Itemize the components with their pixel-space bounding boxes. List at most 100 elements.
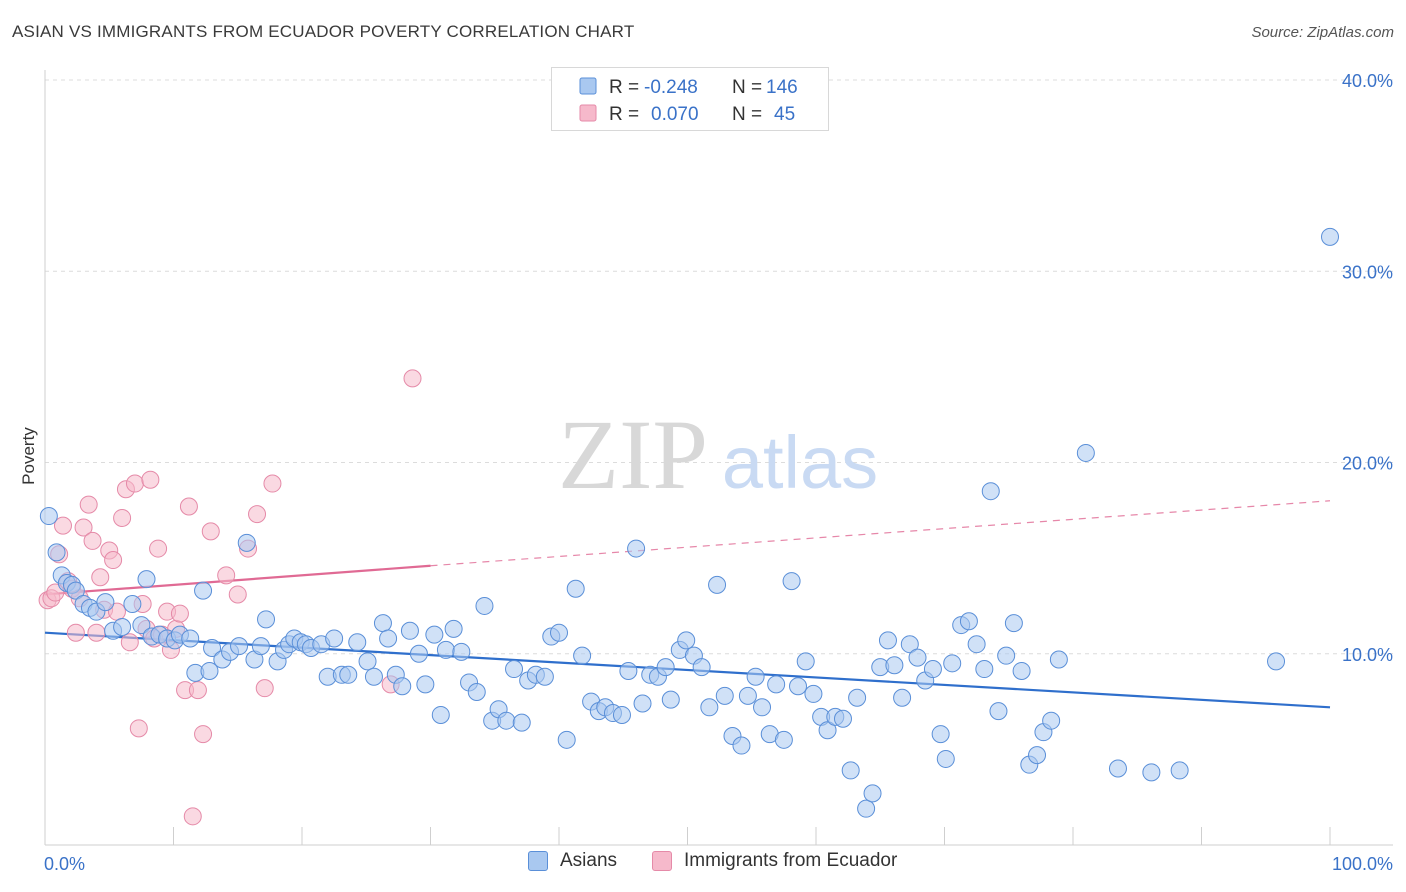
ecuador-trend-line: [44, 564, 431, 596]
legend-ecuador-swatch: [579, 104, 597, 122]
ecuador-point: [125, 474, 144, 493]
y-axis-label: Poverty: [19, 427, 38, 485]
y-tick-label: 20.0%: [1342, 454, 1393, 474]
ecuador-point: [201, 522, 220, 541]
asian-point: [1142, 763, 1161, 782]
asian-point: [566, 579, 585, 598]
asian-point: [137, 570, 156, 589]
asian-point: [833, 709, 852, 728]
asian-point: [535, 667, 554, 686]
asian-point: [123, 595, 142, 614]
ecuador-point: [149, 539, 168, 558]
asian-point: [656, 658, 675, 677]
trend-lines: [44, 500, 1331, 709]
ecuador-point: [91, 568, 110, 587]
asian-point: [893, 688, 912, 707]
correlation-legend: R = -0.248 N = 146 R = 0.070 N = 45: [551, 67, 829, 131]
ecuador-point: [228, 585, 247, 604]
ecuador-trend-extension: [430, 500, 1331, 567]
asian-point: [1076, 443, 1095, 462]
asian-point: [1170, 761, 1189, 780]
legend-ecuador-label: Immigrants from Ecuador: [684, 850, 898, 871]
ecuador-points: [38, 369, 422, 826]
asian-point: [804, 684, 823, 703]
asian-point: [251, 637, 270, 656]
asian-point: [409, 644, 428, 663]
asian-point: [393, 677, 412, 696]
asian-point: [1049, 650, 1068, 669]
tick-labels: 10.0% 20.0% 30.0% 40.0% 0.0% 100.0%: [44, 71, 1393, 874]
asian-point: [47, 543, 66, 562]
asian-point: [203, 639, 222, 658]
asian-point: [379, 629, 398, 648]
asian-point: [989, 702, 1008, 721]
asian-point: [767, 675, 786, 694]
legend-item-ecuador: Immigrants from Ecuador: [652, 850, 897, 872]
asian-point: [981, 482, 1000, 501]
asian-points: [39, 227, 1339, 818]
asian-point: [1321, 227, 1339, 246]
asian-point: [997, 646, 1016, 665]
asian-point: [661, 690, 680, 709]
ecuador-point: [194, 725, 213, 744]
asian-point: [200, 661, 219, 680]
asian-point: [237, 533, 256, 552]
ecuador-point: [66, 623, 85, 642]
asian-point: [677, 631, 696, 650]
ecuador-point: [113, 508, 132, 527]
asian-point: [467, 683, 486, 701]
svg-text:R =: R =: [609, 77, 639, 98]
asian-point: [753, 698, 772, 717]
series-legend: Asians Immigrants from Ecuador: [0, 850, 1406, 880]
asian-point: [857, 799, 876, 818]
asians-swatch: [528, 851, 548, 871]
asian-point: [975, 660, 994, 679]
asian-point: [789, 677, 808, 696]
watermark-zip: ZIP: [558, 399, 708, 510]
asian-point: [774, 730, 793, 749]
asian-point: [931, 725, 950, 744]
legend-asian-n: 146: [766, 77, 798, 98]
ecuador-point: [179, 497, 198, 516]
asian-point: [967, 635, 986, 654]
legend-asian-r: -0.248: [644, 77, 698, 98]
asian-point: [715, 686, 734, 705]
x-tick-label-max: 100.0%: [1332, 854, 1393, 874]
asian-point: [431, 705, 450, 724]
asian-point: [364, 667, 383, 686]
asian-point: [550, 623, 568, 642]
asian-point: [96, 593, 115, 612]
asian-point: [132, 616, 151, 635]
y-tick-label: 10.0%: [1342, 645, 1393, 665]
asian-point: [863, 784, 882, 803]
ecuador-point: [255, 679, 274, 698]
asian-point: [113, 617, 132, 636]
asian-point: [959, 612, 978, 631]
asian-point: [692, 658, 711, 677]
asian-point: [885, 656, 904, 675]
asian-point: [444, 619, 463, 638]
ecuador-point: [83, 531, 102, 550]
asian-point: [416, 675, 435, 694]
asian-point: [633, 694, 652, 713]
legend-asians-label: Asians: [560, 850, 618, 871]
asian-point: [738, 686, 757, 705]
legend-r-label: R =: [609, 77, 639, 98]
legend-ecuador-r: 0.070: [651, 104, 699, 125]
asian-point: [1108, 759, 1127, 778]
asian-point: [708, 575, 727, 594]
asian-point: [497, 711, 516, 730]
asian-point: [732, 736, 751, 755]
asian-point: [436, 640, 455, 659]
asian-point: [612, 705, 631, 724]
legend-asian-swatch: [579, 77, 597, 95]
asian-point: [848, 688, 867, 707]
asian-point: [818, 721, 837, 740]
watermark: ZIP atlas: [558, 399, 878, 510]
asian-point: [358, 652, 377, 671]
ecuador-point: [79, 495, 98, 514]
asian-point: [573, 646, 592, 665]
asian-point: [425, 625, 444, 644]
y-tick-label: 30.0%: [1342, 262, 1393, 282]
